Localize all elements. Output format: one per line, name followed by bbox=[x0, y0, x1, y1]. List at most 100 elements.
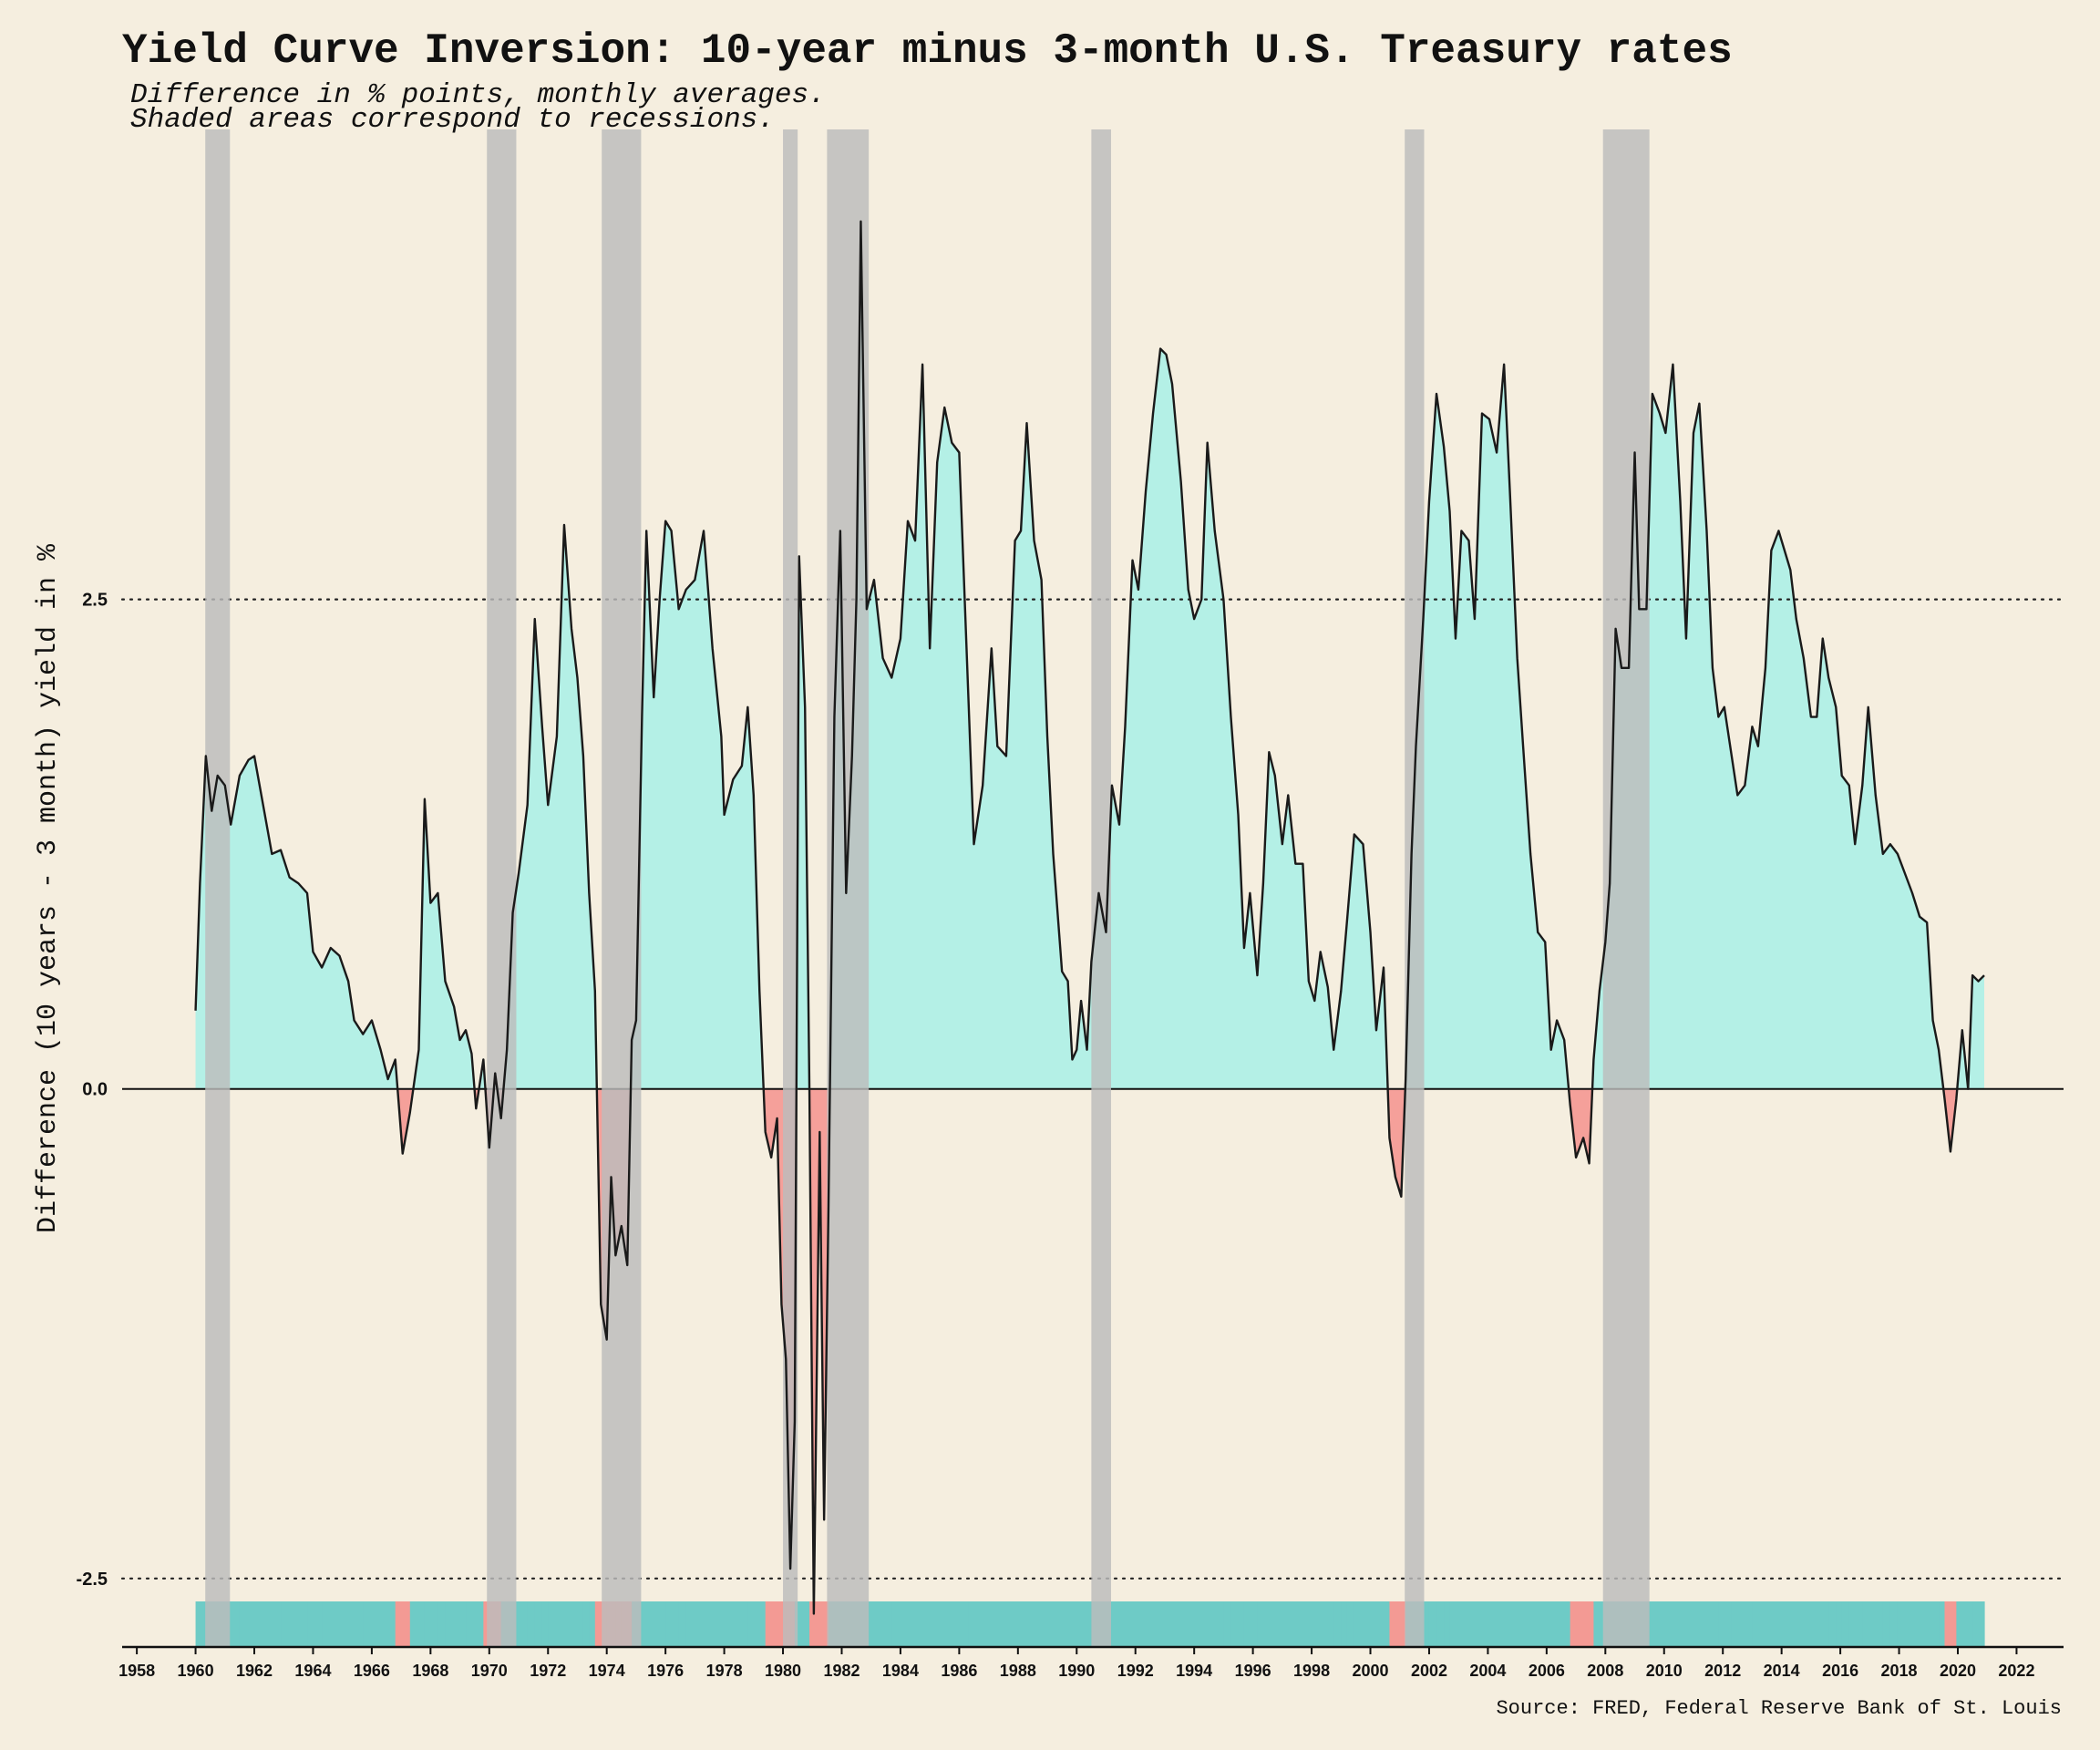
status-strip-segment bbox=[824, 1601, 829, 1647]
recession-band bbox=[602, 129, 642, 1647]
status-strip-segment bbox=[712, 1601, 722, 1647]
status-strip-segment bbox=[380, 1601, 389, 1647]
status-strip-segment bbox=[1646, 1601, 1653, 1647]
y-tick-label: -2.5 bbox=[77, 1570, 108, 1590]
x-tick-label: 1978 bbox=[706, 1662, 743, 1680]
status-strip-segment bbox=[695, 1601, 705, 1647]
status-strip-segment bbox=[1848, 1601, 1856, 1647]
status-strip-segment bbox=[1659, 1601, 1666, 1647]
status-strip-segment bbox=[1822, 1601, 1829, 1647]
chart-subtitle-line-1: Difference in % points, monthly averages… bbox=[130, 79, 826, 111]
status-strip-segment bbox=[1005, 1601, 1016, 1647]
status-strip-segment bbox=[1041, 1601, 1048, 1647]
x-tick-label: 1958 bbox=[118, 1662, 155, 1680]
status-strip-segment bbox=[1731, 1601, 1738, 1647]
status-strip-segment bbox=[983, 1601, 993, 1647]
status-strip-segment bbox=[1576, 1601, 1584, 1647]
positive-spread-area bbox=[195, 221, 1984, 1089]
status-strip-segment bbox=[1570, 1601, 1577, 1647]
status-strip-segment bbox=[1062, 1601, 1069, 1647]
status-strip-segment bbox=[753, 1601, 760, 1647]
status-strip-segment bbox=[1956, 1601, 1963, 1647]
recession-band bbox=[1602, 129, 1650, 1647]
status-strip-segment bbox=[1706, 1601, 1714, 1647]
x-tick-label: 1966 bbox=[354, 1662, 390, 1680]
status-strip-segment bbox=[1593, 1601, 1601, 1647]
status-strip-segment bbox=[1968, 1601, 1973, 1647]
status-strip-segment bbox=[1665, 1601, 1674, 1647]
status-strip-segment bbox=[1288, 1601, 1296, 1647]
status-strip-segment bbox=[459, 1601, 467, 1647]
status-strip-segment bbox=[395, 1601, 404, 1647]
status-strip-segment bbox=[642, 1601, 647, 1647]
status-strip-segment bbox=[1693, 1601, 1701, 1647]
x-tick-label: 1986 bbox=[941, 1662, 977, 1680]
status-strip-segment bbox=[1790, 1601, 1797, 1647]
status-strip-segment bbox=[1912, 1601, 1920, 1647]
x-tick-label: 1988 bbox=[1000, 1662, 1036, 1680]
status-strip-segment bbox=[1474, 1601, 1483, 1647]
status-strip-segment bbox=[483, 1601, 490, 1647]
status-strip-segment bbox=[1680, 1601, 1687, 1647]
status-strip-segment bbox=[1081, 1601, 1088, 1647]
status-strip-segment bbox=[1583, 1601, 1590, 1647]
status-strip-segment bbox=[891, 1601, 901, 1647]
status-strip-segment bbox=[952, 1601, 960, 1647]
status-strip-segment bbox=[330, 1601, 341, 1647]
status-strip-segment bbox=[747, 1601, 755, 1647]
status-strip-segment bbox=[944, 1601, 952, 1647]
status-strip-segment bbox=[959, 1601, 969, 1647]
status-strip-segment bbox=[915, 1601, 923, 1647]
status-strip-segment bbox=[1166, 1601, 1173, 1647]
status-strip-segment bbox=[1889, 1601, 1899, 1647]
status-strip-segment bbox=[1180, 1601, 1189, 1647]
status-strip-segment bbox=[1262, 1601, 1270, 1647]
status-strip-segment bbox=[1497, 1601, 1505, 1647]
status-strip-segment bbox=[322, 1601, 332, 1647]
status-strip-segment bbox=[991, 1601, 998, 1647]
status-strip-segment bbox=[1481, 1601, 1490, 1647]
status-strip-segment bbox=[704, 1601, 714, 1647]
status-strip-segment bbox=[556, 1601, 565, 1647]
status-strip-segment bbox=[1978, 1601, 1985, 1647]
status-strip-segment bbox=[1021, 1601, 1028, 1647]
status-strip-segment bbox=[1138, 1601, 1147, 1647]
status-strip-segment bbox=[1796, 1601, 1805, 1647]
status-strip-segment bbox=[1517, 1601, 1524, 1647]
recession-band bbox=[783, 129, 798, 1647]
status-strip-segment bbox=[724, 1601, 734, 1647]
status-strip-segment bbox=[1778, 1601, 1786, 1647]
x-tick-label: 2004 bbox=[1469, 1662, 1506, 1680]
y-axis-label: Difference (10 years - 3 month) yield in… bbox=[33, 543, 64, 1233]
status-strip-segment bbox=[1302, 1601, 1310, 1647]
status-strip-segment bbox=[654, 1601, 661, 1647]
status-strip-segment bbox=[1384, 1601, 1391, 1647]
status-strip-segment bbox=[1320, 1601, 1329, 1647]
status-strip-segment bbox=[371, 1601, 382, 1647]
status-strip-segment bbox=[527, 1601, 536, 1647]
status-strip-segment bbox=[1160, 1601, 1168, 1647]
status-strip-segment bbox=[798, 1601, 806, 1647]
status-strip-segment bbox=[1428, 1601, 1437, 1647]
status-strip-segment bbox=[534, 1601, 543, 1647]
status-strip-segment bbox=[409, 1601, 420, 1647]
x-tick-label: 2002 bbox=[1411, 1662, 1447, 1680]
status-strip-segment bbox=[445, 1601, 455, 1647]
status-strip-segment bbox=[1550, 1601, 1558, 1647]
recession-band bbox=[1091, 129, 1111, 1647]
status-strip-segment bbox=[348, 1601, 355, 1647]
negative-spread-area bbox=[195, 1088, 1984, 1614]
status-strip-segment bbox=[1504, 1601, 1511, 1647]
status-strip-segment bbox=[262, 1601, 273, 1647]
status-strip-segment bbox=[1243, 1601, 1251, 1647]
status-strip-segment bbox=[1784, 1601, 1791, 1647]
status-strip-segment bbox=[1250, 1601, 1259, 1647]
status-strip-segment bbox=[1599, 1601, 1606, 1647]
x-tick-label: 1960 bbox=[178, 1662, 214, 1680]
status-strip-segment bbox=[1538, 1601, 1546, 1647]
status-strip-segment bbox=[239, 1601, 250, 1647]
status-strip-segment bbox=[1828, 1601, 1837, 1647]
status-strip-segment bbox=[873, 1601, 884, 1647]
x-tick-label: 1974 bbox=[589, 1662, 625, 1680]
status-strip-segment bbox=[1564, 1601, 1571, 1647]
